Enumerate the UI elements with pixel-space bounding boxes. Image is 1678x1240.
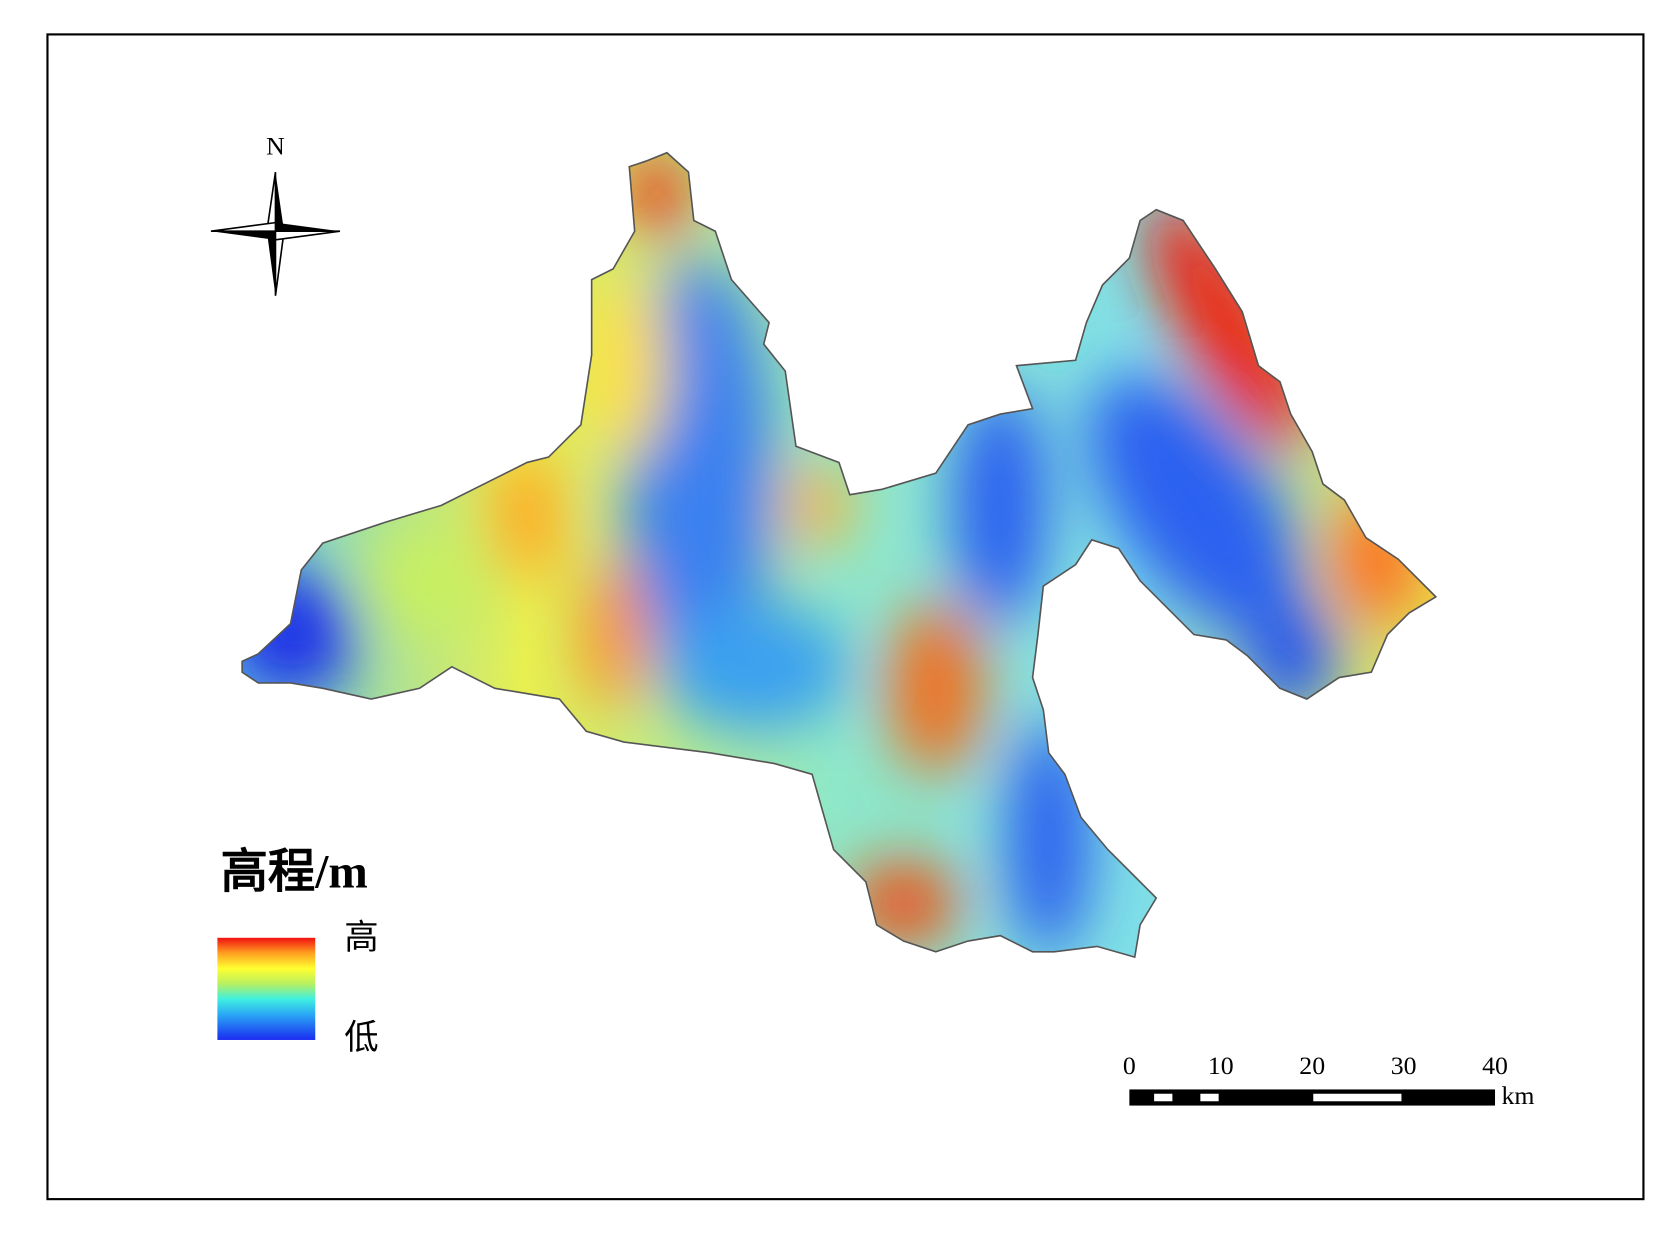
scale-bar: km 0 10 20 30 40 (1123, 1051, 1535, 1110)
scale-tick-label: 20 (1299, 1051, 1325, 1080)
scale-tick-label: 30 (1391, 1051, 1417, 1080)
scale-unit: km (1501, 1081, 1534, 1110)
legend-high: 高 (344, 919, 378, 957)
legend-title: 高程/m (221, 845, 368, 898)
scale-bar-segment (1313, 1093, 1402, 1102)
scale-tick-label: 40 (1482, 1051, 1508, 1080)
north-label: N (266, 131, 285, 160)
scale-tick-label: 0 (1123, 1051, 1136, 1080)
scale-tick-label: 10 (1208, 1051, 1234, 1080)
legend-color-ramp (217, 937, 316, 1040)
scale-bar-segment (1200, 1093, 1219, 1102)
legend-low: 低 (344, 1019, 378, 1057)
legend: 高程/m 高 低 (217, 845, 379, 1057)
scale-bar-body (1129, 1089, 1496, 1106)
scale-bar-segment (1154, 1093, 1173, 1102)
